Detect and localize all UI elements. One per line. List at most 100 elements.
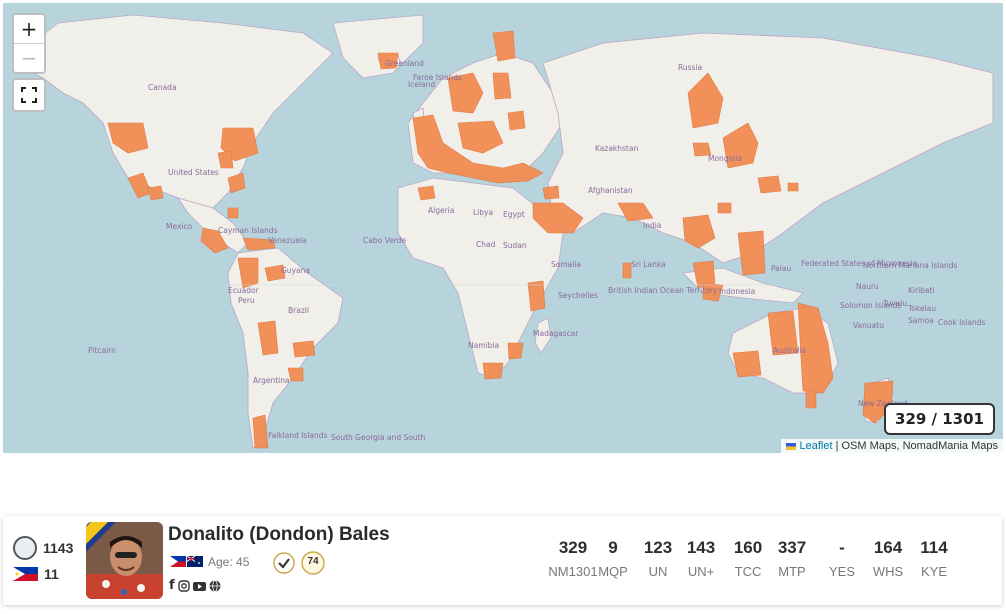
map-label-sudan: Sudan [503, 241, 527, 250]
philippines-flag-icon [170, 556, 186, 567]
map-label-cayman: Cayman Islands [218, 226, 278, 235]
rank-country: 11 [13, 566, 59, 582]
profile-card: 1143 11 Donalito (Dondon) Bales [3, 516, 1002, 605]
map-canvas: Russia Canada United States Mexico Cayma… [3, 3, 1003, 453]
stat-label: MQP [598, 564, 628, 579]
map-label-afghanistan: Afghanistan [588, 186, 633, 195]
map-label-argentina: Argentina [253, 376, 290, 385]
stat-label: KYE [920, 564, 947, 579]
map-label-faroe: Faroe Islands [413, 73, 462, 82]
map-label-solomon: Solomon Islands [840, 301, 901, 310]
stat-whs[interactable]: 164 WHS [865, 538, 911, 579]
stat-value: 9 [608, 538, 618, 557]
map-label-micronesia: Federated States of Micronesia [801, 259, 917, 268]
stat-label: YES [828, 564, 855, 579]
map-label-somalia: Somalia [551, 260, 581, 269]
map-label-madagascar: Madagascar [533, 329, 579, 338]
stat-label: WHS [872, 564, 904, 579]
stat-nm1301[interactable]: 329 NM1301 [543, 538, 603, 579]
fullscreen-button[interactable] [12, 78, 46, 112]
rank-nm-value: 1143 [43, 540, 74, 556]
laurel-icon [301, 551, 325, 575]
rank-nm: 1143 [13, 536, 73, 560]
map-label-tuvalu: Tuvalu [882, 299, 907, 308]
zoom-out-button[interactable]: − [20, 46, 38, 70]
rank-country-value: 11 [44, 566, 59, 582]
stat-un[interactable]: 123 UN [635, 538, 681, 579]
map-label-algeria: Algeria [428, 206, 454, 215]
stat-label: UN [648, 564, 668, 579]
map-label-falkland: Falkland Islands [268, 431, 328, 440]
stat-value: 123 [643, 538, 673, 557]
map-label-pitcairn: Pitcairn [88, 346, 116, 355]
stat-value: - [839, 538, 845, 557]
user-name[interactable]: Donalito (Dondon) Bales [168, 524, 390, 545]
zoom-control: + − [12, 13, 46, 74]
zoom-in-button[interactable]: + [14, 15, 44, 44]
stat-label: TCC [734, 564, 762, 579]
verified-badge-icon [273, 552, 295, 574]
map-label-nauru: Nauru [856, 282, 879, 291]
map-label-venezuela: Venezuela [268, 236, 307, 245]
stat-tcc[interactable]: 160 TCC [725, 538, 771, 579]
level-badge-value: 74 [307, 556, 319, 567]
map-label-samoa: Samoa [908, 316, 934, 325]
australia-flag-icon [187, 556, 203, 567]
attribution-text: | OSM Maps, NomadMania Maps [835, 440, 998, 452]
map-label-cook: Cook Islands [938, 318, 985, 327]
map-label-egypt: Egypt [503, 210, 525, 219]
stat-label: UN+ [687, 564, 715, 579]
stat-mtp[interactable]: 337 MTP [769, 538, 815, 579]
user-age: Age: 45 [208, 555, 250, 569]
map-label-russia: Russia [678, 63, 702, 72]
stat-value: 164 [873, 538, 903, 557]
map-label-kazakhstan: Kazakhstan [595, 144, 638, 153]
map-attribution: Leaflet | OSM Maps, NomadMania Maps [781, 439, 1003, 453]
visited-counter: 329 / 1301 [884, 403, 995, 435]
map-label-kiribati: Kiribati [908, 286, 935, 295]
map-label-south-georgia: South Georgia and South [331, 433, 426, 442]
philippines-flag-icon [13, 567, 38, 581]
map-label-sri-lanka: Sri Lanka [631, 260, 666, 269]
map-label-greenland: Greenland [385, 59, 424, 68]
map-label-iceland: Iceland [408, 80, 435, 89]
nationality-flags [170, 556, 203, 567]
ukraine-flag-icon [786, 442, 797, 450]
nomadmania-logo-icon [13, 536, 37, 560]
map-label-mongolia: Mongolia [708, 154, 742, 163]
map-label-india: India [643, 221, 661, 230]
map-label-british-indian: British Indian Ocean Territory [608, 286, 718, 295]
map-label-new-zealand: New Zealand [858, 399, 908, 408]
level-badge: 74 [301, 551, 325, 575]
stat-mqp[interactable]: 9 MQP [590, 538, 636, 579]
globe-icon[interactable] [209, 579, 221, 592]
stat-value: 143 [686, 538, 716, 557]
youtube-icon[interactable] [192, 579, 206, 592]
stat-value: 329 [558, 538, 588, 557]
map-label-chad: Chad [476, 240, 496, 249]
stat-value: 337 [777, 538, 807, 557]
leaflet-link[interactable]: Leaflet [799, 440, 833, 452]
facebook-icon[interactable]: f [169, 578, 175, 593]
map-label-namibia: Namibia [468, 341, 499, 350]
stat-label: NM1301 [548, 564, 598, 579]
stat-yes[interactable]: - YES [819, 538, 865, 579]
map-label-indonesia: Indonesia [719, 287, 755, 296]
map-label-seychelles: Seychelles [558, 291, 598, 300]
map-label-palau: Palau [771, 264, 791, 273]
map-label-guyana: Guyana [281, 266, 310, 275]
map-label-australia: Australia [773, 346, 806, 355]
map-label-united-states: United States [168, 168, 219, 177]
stat-value: 114 [920, 538, 948, 557]
instagram-icon[interactable] [177, 579, 190, 592]
avatar[interactable] [86, 522, 163, 599]
stat-un-plus[interactable]: 143 UN+ [681, 538, 721, 579]
map-label-canada: Canada [148, 83, 177, 92]
fullscreen-icon [21, 87, 37, 103]
stat-kye[interactable]: 114 KYE [911, 538, 957, 579]
world-map[interactable]: Russia Canada United States Mexico Cayma… [3, 3, 1003, 453]
map-label-vanuatu: Vanuatu [853, 321, 884, 330]
map-label-cabo-verde: Cabo Verde [363, 236, 406, 245]
map-label-brazil: Brazil [288, 306, 309, 315]
stat-label: MTP [778, 564, 806, 579]
